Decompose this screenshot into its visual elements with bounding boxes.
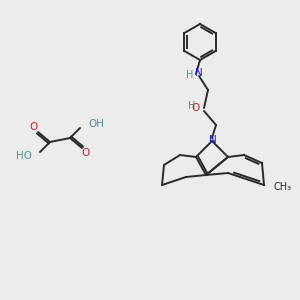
Text: H: H [186,70,194,80]
Text: CH₃: CH₃ [274,182,292,192]
Text: O: O [82,148,90,158]
Text: OH: OH [88,119,104,129]
Text: O: O [192,103,200,113]
Text: N: N [195,68,203,78]
Text: N: N [209,135,217,145]
Text: H: H [188,101,196,111]
Text: O: O [30,122,38,132]
Text: HO: HO [16,151,32,161]
